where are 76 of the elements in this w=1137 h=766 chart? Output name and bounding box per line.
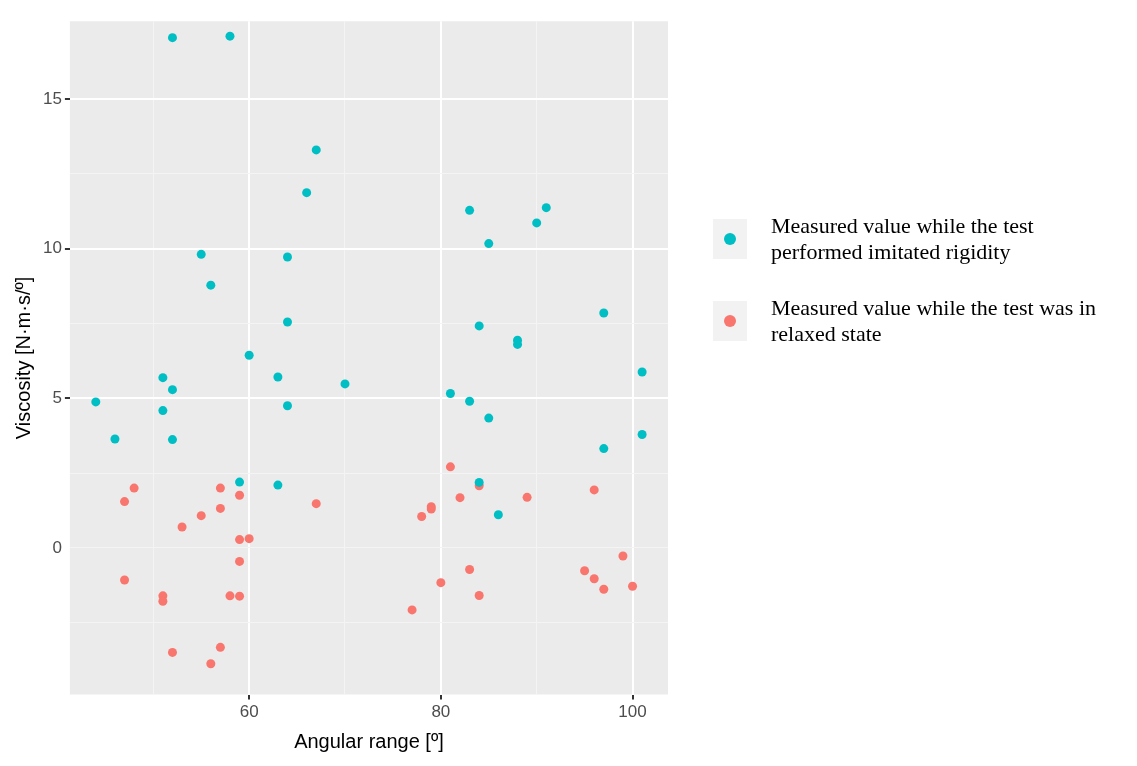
point (282, 401, 292, 411)
point (273, 372, 283, 382)
point (522, 492, 532, 502)
point (225, 591, 235, 601)
point (637, 430, 647, 440)
point (465, 205, 475, 215)
point (493, 510, 503, 520)
point (244, 534, 254, 544)
point (637, 367, 647, 377)
point (215, 483, 225, 493)
point (206, 280, 216, 290)
point (129, 483, 139, 493)
point (580, 566, 590, 576)
point (340, 379, 350, 389)
point (282, 252, 292, 262)
point (91, 397, 101, 407)
point (235, 591, 245, 601)
point (589, 485, 599, 495)
point (465, 565, 475, 574)
point (215, 503, 225, 513)
point (235, 477, 245, 487)
point (167, 435, 177, 445)
point (417, 512, 427, 522)
point (474, 477, 484, 487)
point (599, 308, 609, 318)
x-tick-label: 80 (431, 702, 451, 722)
point (244, 350, 254, 360)
point (599, 444, 609, 454)
point (618, 551, 628, 561)
point (120, 575, 130, 585)
point (474, 591, 484, 601)
point (589, 574, 599, 584)
point (445, 462, 455, 472)
point (311, 145, 321, 155)
point (158, 373, 168, 383)
point (215, 642, 225, 652)
point (206, 659, 216, 669)
point (158, 406, 168, 416)
point (235, 556, 245, 566)
y-tick-label: 15 (42, 88, 62, 108)
point (436, 578, 446, 588)
point (282, 317, 292, 327)
point (167, 385, 177, 395)
x-tick-label: 60 (239, 702, 259, 722)
point (167, 33, 177, 43)
x-axis-title: Angular range [º] (294, 729, 444, 752)
point (273, 480, 283, 490)
point (407, 605, 417, 615)
point (235, 535, 245, 545)
point (196, 511, 206, 521)
point (177, 522, 187, 532)
point (474, 321, 484, 331)
point (225, 31, 235, 41)
point (599, 584, 609, 594)
point (628, 581, 638, 591)
point (120, 497, 130, 507)
point (235, 490, 245, 500)
y-tick-label: 0 (52, 537, 62, 557)
y-tick-label: 5 (52, 387, 62, 407)
point (196, 249, 206, 259)
x-tick-label: 100 (618, 702, 647, 722)
point (484, 239, 494, 249)
point (465, 396, 475, 406)
point (311, 499, 321, 509)
point (541, 203, 551, 213)
point (455, 493, 465, 503)
point (484, 413, 494, 423)
point (532, 218, 542, 228)
point (167, 647, 177, 657)
y-axis-title: Viscosity [N·m·s/º] (11, 276, 34, 440)
point (445, 389, 455, 399)
legend-label: Measured value while the test performed imitated rigidity (771, 213, 1035, 265)
point (110, 434, 120, 444)
y-tick-label: 10 (42, 238, 62, 258)
legend-label: Measured value while the test was in relaxed state (771, 295, 1097, 347)
point (302, 188, 312, 198)
